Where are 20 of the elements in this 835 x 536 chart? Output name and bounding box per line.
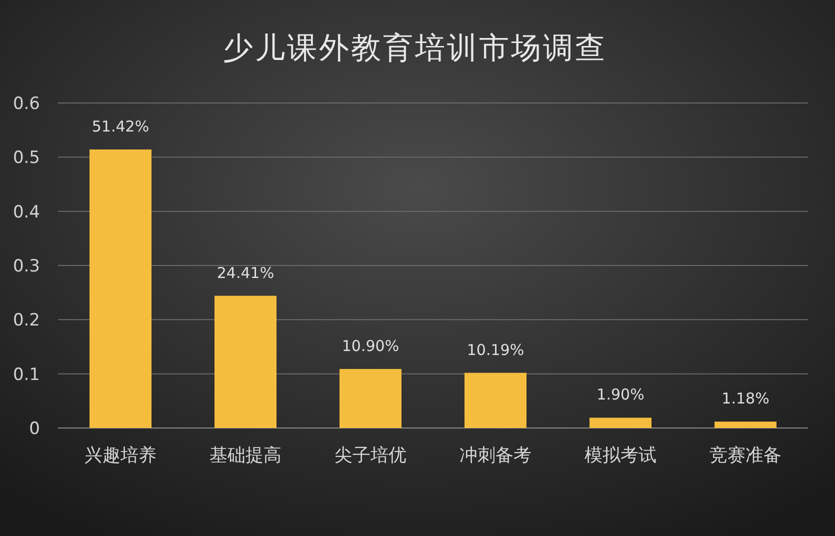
y-tick-label: 0.5 — [12, 148, 40, 168]
data-label: 1.90% — [596, 386, 644, 404]
y-tick-label: 0 — [29, 419, 40, 439]
y-tick-label: 0.1 — [12, 364, 40, 385]
data-label: 10.90% — [342, 336, 400, 355]
x-tick-label: 冲刺备考 — [460, 445, 532, 466]
y-tick-label: 0.4 — [12, 202, 40, 222]
data-label: 24.41% — [216, 264, 274, 282]
data-label: 1.18% — [722, 390, 770, 408]
data-label: 51.42% — [92, 117, 150, 136]
data-label: 10.19% — [466, 340, 524, 359]
x-tick-label: 模拟考试 — [584, 445, 656, 466]
x-tick-label: 竞赛准备 — [710, 445, 782, 466]
y-tick-label: 0.2 — [12, 310, 40, 331]
x-tick-label: 基础提高 — [210, 445, 282, 466]
y-tick-label: 0.6 — [12, 94, 40, 114]
y-tick-label: 0.3 — [12, 256, 40, 276]
chart-title: 少儿课外教育培训市场调查 — [223, 31, 607, 66]
x-tick-label: 尖子培优 — [334, 445, 406, 466]
x-tick-label: 兴趣培养 — [84, 445, 156, 466]
